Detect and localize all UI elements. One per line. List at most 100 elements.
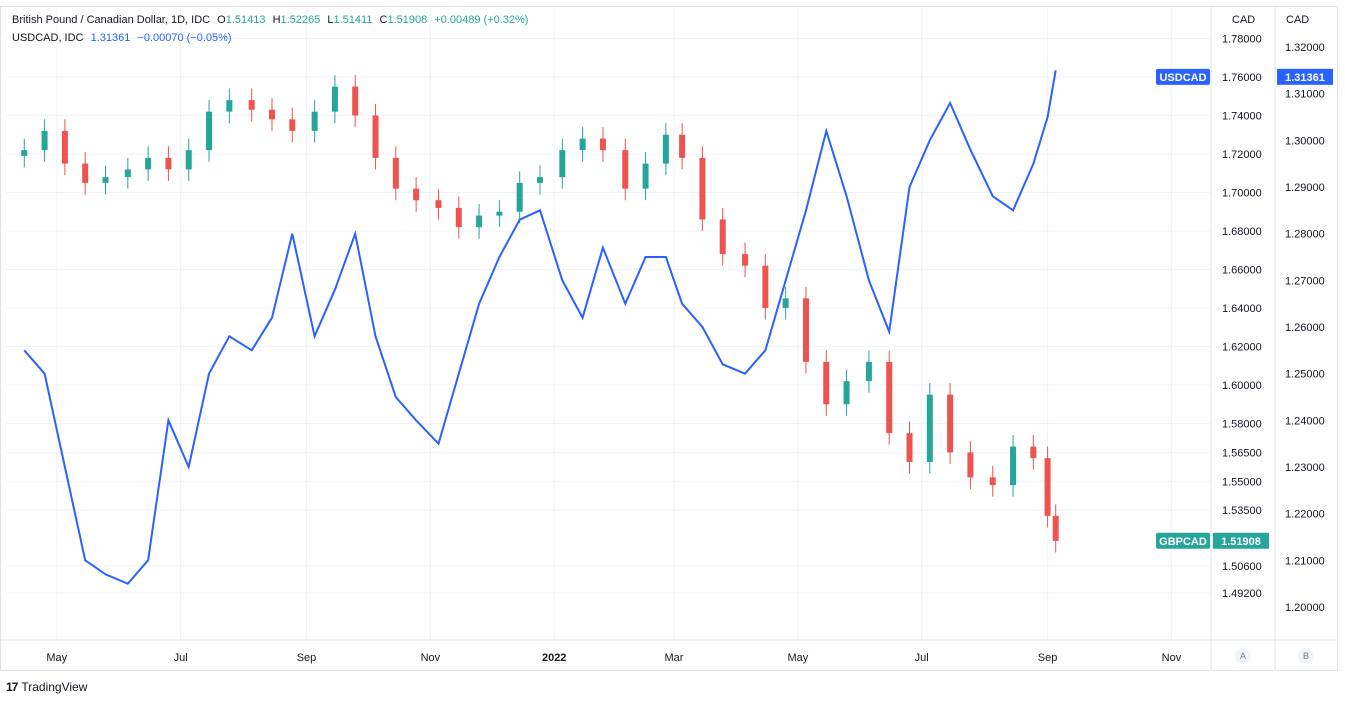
gbpcad-candles xyxy=(21,75,1059,553)
gbpcad-candle xyxy=(1030,446,1037,459)
usdcad-name-tag xyxy=(1156,68,1210,85)
usdcad-tick-label: 1.29000 xyxy=(1285,182,1325,194)
gbpcad-candle xyxy=(226,100,233,112)
x-tick-label: Jul xyxy=(174,652,188,664)
gbpcad-candle xyxy=(185,150,192,170)
gbpcad-candle xyxy=(435,200,442,208)
gbpcad-axis-ticks: 1.78000 1.76000 1.74000 1.72000 1.70000 1.680… xyxy=(1222,34,1262,600)
x-tick-label: Sep xyxy=(297,652,317,664)
gbpcad-candle xyxy=(536,177,543,183)
x-tick-label: Nov xyxy=(1162,652,1182,664)
x-axis-ticks: May Jul Sep Nov 2022 Mar May Jul Sep Nov xyxy=(46,652,1181,664)
scale-a-button[interactable]: A xyxy=(1235,648,1251,664)
gbpcad-candle xyxy=(599,138,606,151)
usdcad-axis-ticks: 1.32000 1.31000 1.30000 1.29000 1.28000 1.270… xyxy=(1285,42,1325,614)
legend-open: O1.51413 xyxy=(217,14,266,26)
gbpcad-candle xyxy=(516,182,523,212)
scale-b-button[interactable]: B xyxy=(1298,648,1314,664)
x-tick-label: Nov xyxy=(421,652,441,664)
gbpcad-candle xyxy=(248,100,255,110)
gbpcad-candle xyxy=(455,207,462,228)
legend-low: L1.51411 xyxy=(327,14,373,26)
gbpcad-candle xyxy=(102,177,109,183)
gbpcad-candle xyxy=(989,477,996,486)
gbpcad-candle xyxy=(372,115,379,158)
gbpcad-tick-label: 1.60000 xyxy=(1222,380,1262,392)
usdcad-tick-label: 1.28000 xyxy=(1285,229,1325,241)
x-tick-label: Sep xyxy=(1038,652,1058,664)
gbpcad-candle xyxy=(886,361,893,434)
gbpcad-candle xyxy=(947,394,954,453)
axes xyxy=(0,6,1338,671)
usdcad-tick-label: 1.24000 xyxy=(1285,415,1325,427)
gbpcad-tick-label: 1.64000 xyxy=(1222,303,1262,315)
gbpcad-candle xyxy=(41,130,48,151)
gbpcad-tick-label: 1.55000 xyxy=(1222,476,1262,488)
gbpcad-candle xyxy=(165,157,172,170)
right-scale-title: CAD xyxy=(1286,14,1309,26)
gbpcad-candle xyxy=(21,150,28,156)
gbpcad-tick-label: 1.50600 xyxy=(1222,561,1262,573)
usdcad-tick-label: 1.30000 xyxy=(1285,135,1325,147)
usdcad-tick-label: 1.21000 xyxy=(1285,555,1325,567)
gbpcad-candle xyxy=(843,381,850,405)
usdcad-tick-label: 1.23000 xyxy=(1285,462,1325,474)
usdcad-price-tag xyxy=(1277,68,1333,85)
usdcad-name-label: USDCAD xyxy=(1159,72,1206,84)
legend-main: British Pound / Canadian Dollar, 1D, IDC… xyxy=(12,13,532,27)
gbpcad-tick-label: 1.56500 xyxy=(1222,447,1262,459)
gbpcad-candle xyxy=(145,157,152,170)
legend-high: H1.52265 xyxy=(272,14,321,26)
x-tick-label: May xyxy=(46,652,67,664)
legend-usdcad-symbol: USDCAD, IDC xyxy=(12,32,84,44)
gbpcad-tick-label: 1.66000 xyxy=(1222,265,1262,277)
gbpcad-candle xyxy=(413,188,420,201)
gbpcad-tick-label: 1.72000 xyxy=(1222,149,1262,161)
gbpcad-name-label: GBPCAD xyxy=(1159,536,1207,548)
gbpcad-candle xyxy=(1010,446,1017,486)
gbpcad-candle xyxy=(719,219,726,255)
gbpcad-candle xyxy=(679,134,686,158)
gbpcad-candle xyxy=(699,157,706,220)
gbpcad-tick-label: 1.62000 xyxy=(1222,342,1262,354)
series-labels: GBPCAD 1.51908 USDCAD 1.31361 xyxy=(1156,68,1333,549)
usdcad-tick-label: 1.26000 xyxy=(1285,322,1325,334)
gbpcad-price-tag xyxy=(1213,532,1269,549)
tradingview-logo-icon: 17 xyxy=(6,680,18,694)
gbpcad-candle xyxy=(823,361,830,405)
x-tick-label: May xyxy=(787,652,808,664)
tradingview-branding[interactable]: 17 TradingView xyxy=(6,680,87,694)
gbpcad-candle xyxy=(1052,515,1059,541)
gbpcad-candle xyxy=(906,433,913,462)
gbpcad-candle xyxy=(82,163,89,183)
legend-usdcad-change: −0.00070 (−0.05%) xyxy=(137,32,232,44)
legend-close: C1.51908 xyxy=(379,14,428,26)
gbpcad-candle xyxy=(289,119,296,131)
gbpcad-candle xyxy=(762,265,769,308)
gbpcad-tick-label: 1.76000 xyxy=(1222,72,1262,84)
usdcad-tick-label: 1.20000 xyxy=(1285,602,1325,614)
gbpcad-tick-label: 1.78000 xyxy=(1222,34,1262,46)
gbpcad-candle xyxy=(622,150,629,189)
gbpcad-candle xyxy=(642,163,649,189)
gbpcad-tick-label: 1.58000 xyxy=(1222,419,1262,431)
legend-change: +0.00489 (+0.32%) xyxy=(434,14,529,26)
gbpcad-price-label: 1.51908 xyxy=(1221,536,1261,548)
gbpcad-candle xyxy=(392,157,399,189)
tradingview-name: TradingView xyxy=(21,680,88,694)
legend-usdcad-value: 1.31361 xyxy=(90,32,131,44)
gbpcad-candle xyxy=(1044,458,1051,516)
gbpcad-candle xyxy=(496,211,503,216)
chart-frame xyxy=(0,6,1338,671)
gbpcad-candle xyxy=(926,394,933,462)
gbpcad-candle xyxy=(61,130,68,164)
gbpcad-candle xyxy=(311,111,318,131)
gbpcad-candle xyxy=(967,452,974,478)
gbpcad-tick-label: 1.74000 xyxy=(1222,111,1262,123)
legend-secondary: USDCAD, IDC 1.31361 −0.00070 (−0.05%) xyxy=(12,31,236,45)
gbpcad-candle xyxy=(742,254,749,266)
gbpcad-candle xyxy=(662,134,669,164)
gbpcad-tick-label: 1.49200 xyxy=(1222,588,1262,600)
usdcad-price-label: 1.31361 xyxy=(1285,72,1325,84)
